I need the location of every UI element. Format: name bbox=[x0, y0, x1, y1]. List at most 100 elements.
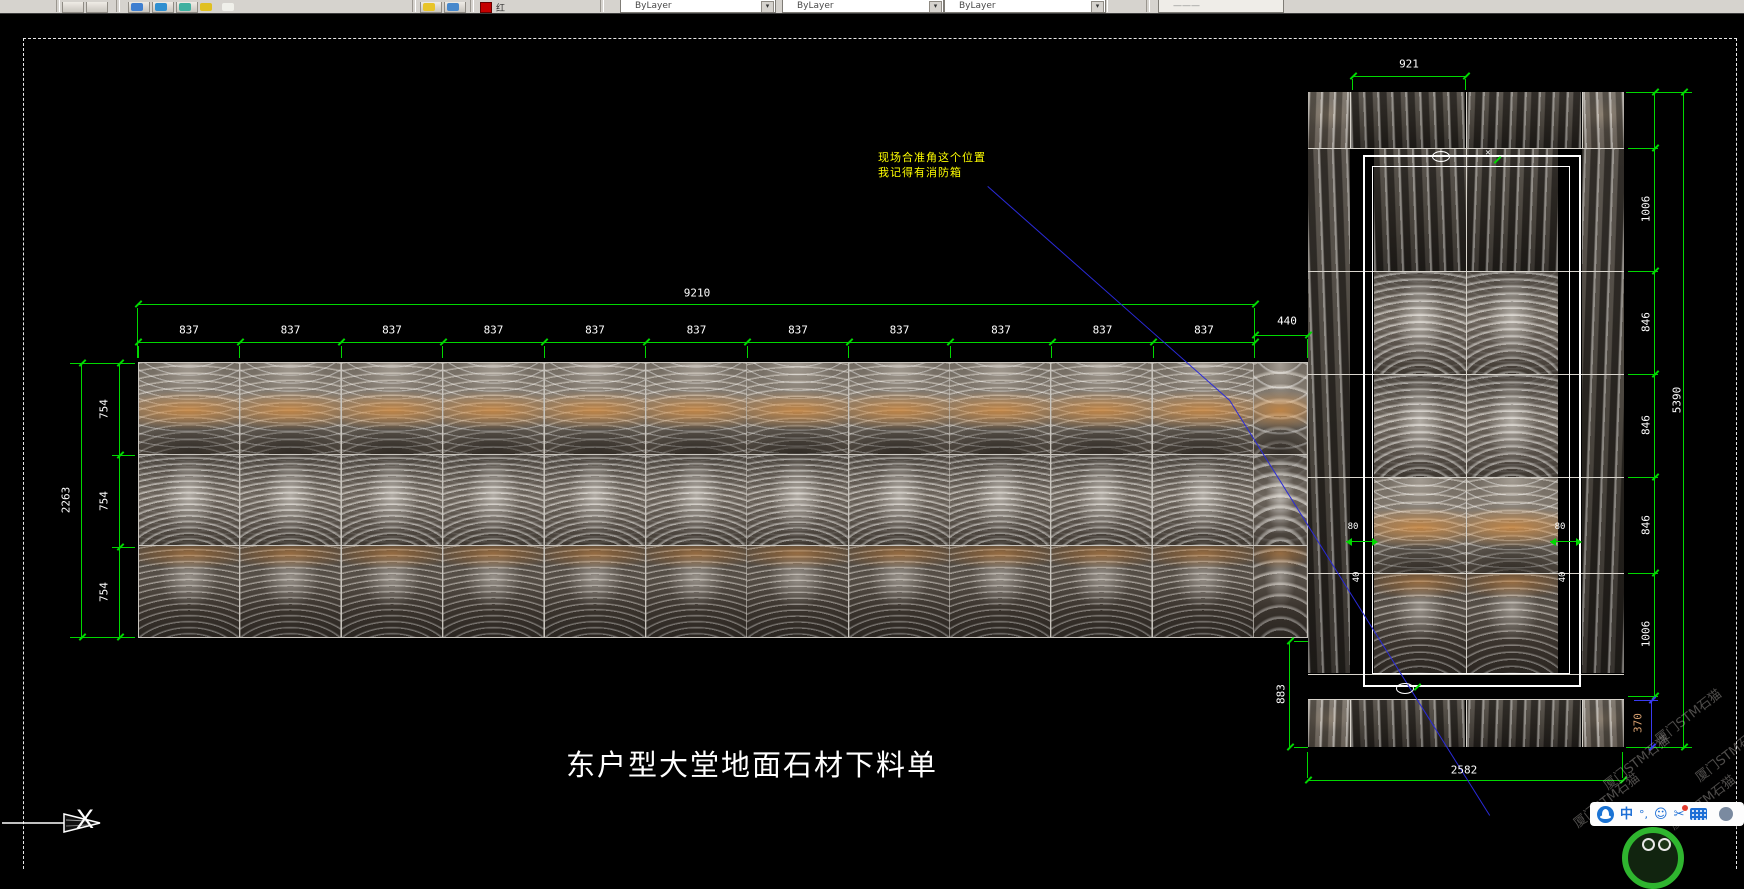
stone-tile[interactable] bbox=[544, 363, 645, 454]
stone-tile[interactable] bbox=[341, 454, 443, 546]
dim-side-segment[interactable]: 1006 bbox=[1639, 195, 1653, 223]
dim-column-width[interactable]: 837 bbox=[1092, 323, 1113, 337]
stone-piece[interactable] bbox=[1374, 149, 1466, 271]
dim-side-bottom-width[interactable]: 2582 bbox=[1450, 763, 1478, 777]
stone-tile[interactable] bbox=[1254, 454, 1307, 546]
stone-tile[interactable] bbox=[443, 363, 544, 454]
properties-combo[interactable]: ByLayer ▾ bbox=[620, 0, 776, 13]
stone-piece[interactable] bbox=[1583, 700, 1624, 747]
dim-column-width[interactable]: 837 bbox=[686, 323, 707, 337]
corner-mark[interactable]: ✕ bbox=[1485, 148, 1491, 158]
stone-tile[interactable] bbox=[1152, 454, 1254, 546]
dim-end-column[interactable]: 440 bbox=[1277, 314, 1297, 328]
dim-column-width[interactable]: 837 bbox=[280, 323, 301, 337]
stone-tile[interactable] bbox=[645, 546, 747, 637]
linetype-combo[interactable]: ——— bbox=[1158, 0, 1284, 13]
dim-side-left-height[interactable]: 883 bbox=[1274, 684, 1288, 704]
dim-bottom-inset[interactable]: 370 bbox=[1631, 713, 1645, 733]
stone-tile[interactable] bbox=[848, 363, 950, 454]
dim-border-band[interactable]: 80 bbox=[1554, 522, 1566, 532]
dim-border-line[interactable]: 40 bbox=[1558, 571, 1568, 583]
drawing-title[interactable]: 东户型大堂地面石材下料单 bbox=[565, 748, 939, 782]
stone-tile[interactable] bbox=[848, 546, 950, 637]
dim-side-segment[interactable]: 846 bbox=[1639, 415, 1653, 435]
dim-overall-width[interactable]: 9210 bbox=[683, 286, 711, 300]
stone-piece[interactable] bbox=[1467, 92, 1581, 148]
stone-tile[interactable] bbox=[645, 454, 747, 546]
dim-column-width[interactable]: 837 bbox=[483, 323, 504, 337]
emoji-icon[interactable]: ☺ bbox=[1654, 806, 1668, 822]
site-note-text[interactable]: 现场合准角这个位置 我记得有消防箱 bbox=[878, 150, 986, 180]
dim-column-width[interactable]: 837 bbox=[1194, 323, 1214, 337]
stone-piece[interactable] bbox=[1351, 700, 1465, 747]
chevron-down-icon[interactable]: ▾ bbox=[761, 1, 774, 12]
stone-piece[interactable] bbox=[1308, 149, 1350, 673]
stone-tile[interactable] bbox=[544, 546, 645, 637]
floor-panel-side[interactable] bbox=[1308, 92, 1624, 747]
properties-combo[interactable]: ByLayer ▾ bbox=[944, 0, 1106, 13]
dim-column-width[interactable]: 837 bbox=[991, 323, 1011, 337]
dim-column-width[interactable]: 837 bbox=[788, 323, 808, 337]
green-app-icon[interactable] bbox=[1622, 827, 1684, 889]
stone-tile[interactable] bbox=[1152, 546, 1254, 637]
stone-tile[interactable] bbox=[240, 454, 341, 546]
stone-piece[interactable] bbox=[1583, 92, 1624, 148]
dim-column-width[interactable]: 837 bbox=[889, 323, 910, 337]
stone-piece[interactable] bbox=[1582, 149, 1624, 673]
stone-tile[interactable] bbox=[341, 363, 443, 454]
stone-tile[interactable] bbox=[1051, 363, 1152, 454]
stone-tile[interactable] bbox=[747, 363, 848, 454]
punctuation-icon[interactable]: °, bbox=[1639, 807, 1649, 821]
stone-piece[interactable] bbox=[1467, 700, 1581, 747]
stone-tile[interactable] bbox=[950, 546, 1051, 637]
dim-column-width[interactable]: 837 bbox=[179, 323, 199, 337]
dim-row-height[interactable]: 754 bbox=[97, 582, 111, 602]
stone-piece[interactable] bbox=[1374, 272, 1466, 374]
stone-piece[interactable] bbox=[1351, 92, 1465, 148]
stone-tile[interactable] bbox=[645, 363, 747, 454]
stone-tile[interactable] bbox=[240, 546, 341, 637]
stone-piece[interactable] bbox=[1374, 478, 1466, 573]
stone-tile[interactable] bbox=[747, 546, 848, 637]
dim-side-segment[interactable]: 846 bbox=[1639, 515, 1653, 535]
keyboard-icon[interactable] bbox=[1690, 808, 1708, 820]
floor-panel-main[interactable] bbox=[138, 362, 1308, 638]
dim-overall-height[interactable]: 2263 bbox=[59, 486, 73, 514]
stone-tile[interactable] bbox=[139, 363, 240, 454]
stone-piece[interactable] bbox=[1308, 92, 1350, 148]
toolbar-button[interactable] bbox=[86, 2, 108, 13]
dim-row-height[interactable]: 754 bbox=[97, 491, 111, 511]
dim-side-overall-height[interactable]: 5390 bbox=[1670, 386, 1684, 414]
dim-side-segment[interactable]: 1006 bbox=[1639, 620, 1653, 648]
screenshot-scissors-icon[interactable]: ✂ bbox=[1673, 804, 1689, 822]
stone-tile[interactable] bbox=[139, 454, 240, 546]
dim-border-band[interactable]: 80 bbox=[1347, 522, 1359, 532]
chevron-down-icon[interactable]: ▾ bbox=[1091, 1, 1104, 12]
properties-combo[interactable]: ByLayer ▾ bbox=[782, 0, 944, 13]
chevron-down-icon[interactable]: ▾ bbox=[929, 1, 942, 12]
dim-column-width[interactable]: 837 bbox=[382, 323, 402, 337]
stone-tile[interactable] bbox=[747, 454, 848, 546]
stone-tile[interactable] bbox=[1254, 363, 1307, 454]
stone-tile[interactable] bbox=[848, 454, 950, 546]
dim-side-segment[interactable]: 846 bbox=[1639, 312, 1653, 332]
stone-tile[interactable] bbox=[544, 454, 645, 546]
ime-toolbar[interactable]: 中 °, ☺ ✂ bbox=[1590, 802, 1744, 826]
stone-tile[interactable] bbox=[240, 363, 341, 454]
stone-piece[interactable] bbox=[1374, 375, 1466, 477]
stone-tile[interactable] bbox=[1051, 546, 1152, 637]
stone-tile[interactable] bbox=[1254, 546, 1307, 637]
chinese-mode-icon[interactable]: 中 bbox=[1620, 806, 1634, 822]
dim-border-line[interactable]: 40 bbox=[1352, 571, 1362, 583]
stone-tile[interactable] bbox=[1051, 454, 1152, 546]
dim-row-height[interactable]: 754 bbox=[97, 399, 111, 419]
stone-piece[interactable] bbox=[1308, 700, 1350, 747]
stone-tile[interactable] bbox=[950, 454, 1051, 546]
stone-tile[interactable] bbox=[139, 546, 240, 637]
qq-input-icon[interactable] bbox=[1597, 805, 1614, 823]
toolbar-button[interactable] bbox=[62, 2, 84, 13]
dim-side-top-width[interactable]: 921 bbox=[1399, 57, 1419, 71]
dim-column-width[interactable]: 837 bbox=[585, 323, 605, 337]
stone-tile[interactable] bbox=[341, 546, 443, 637]
